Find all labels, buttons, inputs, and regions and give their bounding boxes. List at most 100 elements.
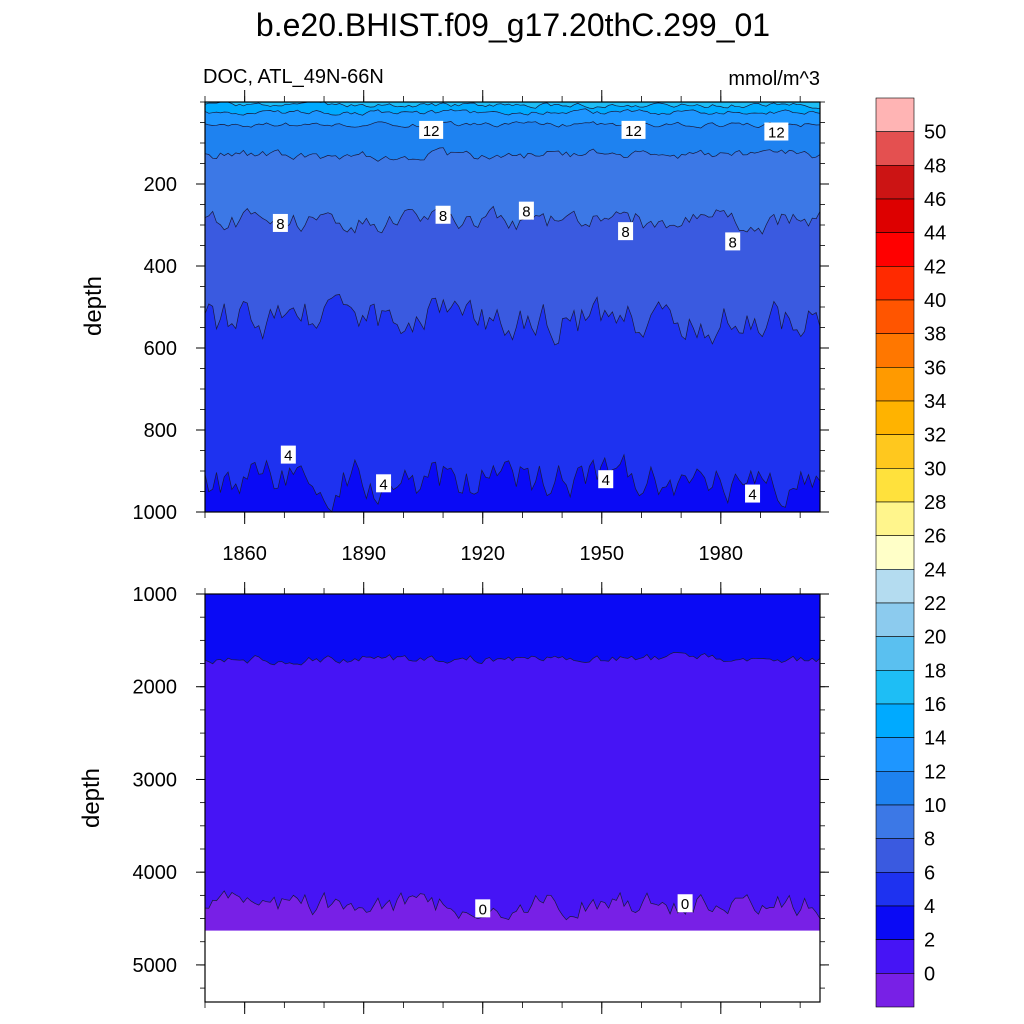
contour-line-label: 0 xyxy=(677,894,693,913)
colorbar-label: 8 xyxy=(924,829,935,851)
colorbar-swatch xyxy=(875,198,915,233)
plot-area-0: 12 12 12 8 8 8 8 8 4 4 4 4 xyxy=(205,102,820,512)
colorbar-swatch xyxy=(875,872,915,907)
svg-text:12: 12 xyxy=(625,123,642,140)
contour-line-label: 12 xyxy=(419,120,444,140)
contour-line-label: 4 xyxy=(745,484,761,504)
contour-line-label: 4 xyxy=(280,445,296,465)
colorbar-swatch xyxy=(875,703,915,738)
contour-line-label: 8 xyxy=(435,205,451,225)
y-tick-label: 600 xyxy=(144,338,177,360)
top-panel-left-label: DOC, ATL_49N-66N xyxy=(203,66,384,88)
colorbar-swatch xyxy=(875,535,915,570)
x-tick-label: 1920 xyxy=(460,543,505,565)
colorbar-label: 34 xyxy=(924,391,946,413)
svg-text:4: 4 xyxy=(379,476,387,493)
colorbar-swatch xyxy=(875,670,915,705)
colorbar-label: 12 xyxy=(924,761,946,783)
no-data-region xyxy=(205,930,820,1002)
colorbar-label: 32 xyxy=(924,425,946,447)
colorbar-swatch xyxy=(875,97,915,132)
colorbar-label: 50 xyxy=(924,122,946,144)
colorbar-swatch xyxy=(875,569,915,604)
colorbar-label: 6 xyxy=(924,862,935,884)
contour-line-label: 4 xyxy=(376,474,392,493)
top-panel-units-label: mmol/m^3 xyxy=(728,68,820,90)
figure-title: b.e20.BHIST.f09_g17.20thC.299_01 xyxy=(256,7,770,43)
colorbar-label: 38 xyxy=(924,324,946,346)
colorbar-label: 42 xyxy=(924,256,946,278)
contour-line-label: 8 xyxy=(618,222,634,241)
colorbar-label: 14 xyxy=(924,728,946,750)
colorbar-swatch xyxy=(875,636,915,671)
x-tick-label: 1860 xyxy=(222,543,267,565)
x-tick-label: 1950 xyxy=(580,543,625,565)
svg-text:12: 12 xyxy=(768,125,785,142)
colorbar-label: 18 xyxy=(924,660,946,682)
colorbar-swatch xyxy=(875,165,915,200)
x-tick-label: 1980 xyxy=(699,543,744,565)
colorbar-label: 26 xyxy=(924,526,946,548)
y-tick-label: 800 xyxy=(144,420,177,442)
svg-text:0: 0 xyxy=(681,896,689,913)
svg-text:0: 0 xyxy=(479,901,487,918)
colorbar-swatch xyxy=(875,367,915,402)
y-tick-label: 1000 xyxy=(133,584,178,606)
svg-text:4: 4 xyxy=(748,487,756,504)
svg-text:8: 8 xyxy=(276,216,284,233)
colorbar-label: 20 xyxy=(924,627,946,649)
svg-text:8: 8 xyxy=(621,224,629,241)
colorbar-label: 40 xyxy=(924,290,946,312)
colorbar-swatch xyxy=(875,501,915,536)
svg-text:8: 8 xyxy=(522,204,530,221)
colorbar-swatch xyxy=(875,973,915,1008)
svg-text:8: 8 xyxy=(729,234,737,251)
colorbar-swatch xyxy=(875,804,915,839)
colorbar-label: 28 xyxy=(924,492,946,514)
top-contour-panel: DOC, ATL_49N-66N mmol/m^3 depth 12 12 12 8 8… xyxy=(80,66,829,565)
colorbar-swatch xyxy=(875,737,915,772)
colorbar-swatch xyxy=(875,939,915,974)
colorbar-label: 36 xyxy=(924,357,946,379)
y-tick-label: 3000 xyxy=(133,769,178,791)
contour-line-label: 0 xyxy=(475,899,491,918)
colorbar-swatch xyxy=(875,232,915,267)
contour-line-label: 8 xyxy=(272,213,288,233)
y-tick-label: 200 xyxy=(144,174,177,196)
contour-line-label: 8 xyxy=(725,232,741,251)
colorbar-label: 0 xyxy=(924,963,935,985)
colorbar-label: 2 xyxy=(924,930,935,952)
svg-text:4: 4 xyxy=(602,472,610,489)
colorbar: 5048464442403836343230282624222018161412… xyxy=(875,97,946,1008)
bottom-y-axis-label: depth xyxy=(78,768,105,828)
plot-frame xyxy=(204,593,821,1003)
colorbar-swatch xyxy=(875,602,915,637)
colorbar-swatch xyxy=(875,468,915,503)
top-y-axis-label: depth xyxy=(80,276,107,336)
colorbar-label: 24 xyxy=(924,559,946,581)
colorbar-label: 16 xyxy=(924,694,946,716)
y-tick-label: 1000 xyxy=(133,502,178,524)
svg-text:4: 4 xyxy=(284,448,292,465)
colorbar-swatch xyxy=(875,266,915,301)
y-tick-label: 5000 xyxy=(133,955,178,977)
x-tick-label: 1890 xyxy=(341,543,386,565)
colorbar-label: 4 xyxy=(924,896,935,918)
colorbar-label: 30 xyxy=(924,458,946,480)
contour-line-label: 12 xyxy=(621,120,646,140)
colorbar-swatch xyxy=(875,333,915,368)
contour-line-label: 4 xyxy=(598,470,614,489)
contour-line-label: 8 xyxy=(518,201,534,221)
svg-text:8: 8 xyxy=(439,208,447,225)
colorbar-label: 46 xyxy=(924,189,946,211)
y-tick-label: 400 xyxy=(144,256,177,278)
colorbar-swatch xyxy=(875,838,915,873)
contour-line-label: 12 xyxy=(764,122,789,142)
y-tick-label: 4000 xyxy=(133,862,178,884)
svg-text:12: 12 xyxy=(423,123,440,140)
contour-band-4 xyxy=(205,453,820,512)
y-tick-label: 2000 xyxy=(133,677,178,699)
